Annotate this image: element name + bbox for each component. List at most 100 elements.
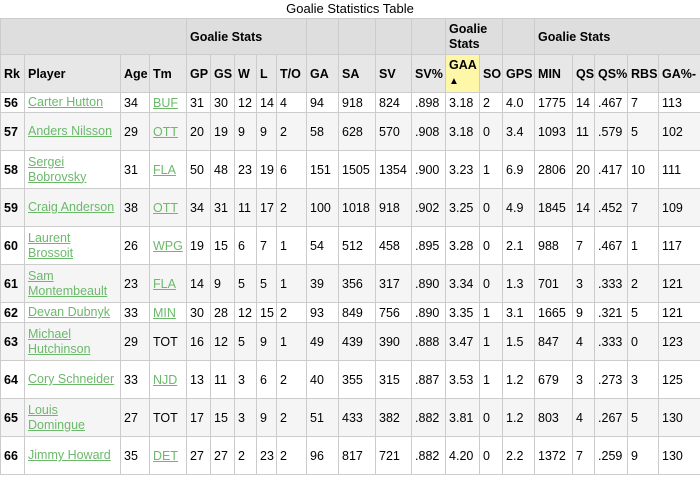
col-header-min[interactable]: MIN bbox=[534, 54, 574, 93]
team-link[interactable]: OTT bbox=[153, 124, 178, 139]
cell-ga: 93 bbox=[306, 302, 340, 323]
col-header-ga[interactable]: GA bbox=[306, 54, 340, 93]
player-link[interactable]: Jimmy Howard bbox=[28, 448, 111, 462]
cell-age: 33 bbox=[120, 360, 150, 399]
cell-gps: 4.9 bbox=[502, 188, 536, 227]
col-header-to[interactable]: T/O bbox=[275, 54, 308, 93]
table-body: 56 Carter Hutton 34 BUF 31 30 12 14 4 94 918 824.89… bbox=[0, 92, 700, 475]
cell-qsp: .452 bbox=[594, 188, 629, 227]
cell-to: 2 bbox=[275, 360, 308, 399]
table-row: 62 Devan Dubnyk 33 MIN 30 28 12 15 2 93 849 756.890… bbox=[0, 302, 700, 323]
col-header-w[interactable]: W bbox=[234, 54, 257, 93]
team-link[interactable]: DET bbox=[153, 448, 178, 463]
cell-qs: 7 bbox=[572, 226, 596, 265]
team-link[interactable]: WPG bbox=[153, 238, 183, 253]
cell-qs: 4 bbox=[572, 322, 596, 361]
cell-tm: OTT bbox=[149, 112, 187, 151]
cell-qsp: .579 bbox=[594, 112, 629, 151]
cell-gaa: 3.28 bbox=[445, 226, 481, 265]
col-header-age[interactable]: Age bbox=[120, 54, 150, 93]
cell-gp: 16 bbox=[186, 322, 211, 361]
cell-rbs: 3 bbox=[627, 360, 660, 399]
cell-player: Sergei Bobrovsky bbox=[24, 150, 121, 189]
cell-min: 1845 bbox=[534, 188, 574, 227]
cell-tm: WPG bbox=[149, 226, 187, 265]
cell-to: 1 bbox=[275, 226, 308, 265]
over-header-goalie-stats: Goalie Stats bbox=[534, 18, 700, 55]
cell-age: 29 bbox=[120, 112, 150, 151]
cell-w: 12 bbox=[234, 92, 257, 113]
col-header-tm[interactable]: Tm bbox=[149, 54, 187, 93]
cell-gs: 31 bbox=[210, 188, 235, 227]
cell-gs: 11 bbox=[210, 360, 235, 399]
col-header-sv[interactable]: SV bbox=[375, 54, 413, 93]
cell-sv: 824 bbox=[375, 92, 413, 113]
player-link[interactable]: Sergei Bobrovsky bbox=[28, 154, 87, 184]
player-link[interactable]: Devan Dubnyk bbox=[28, 305, 110, 319]
player-link[interactable]: Louis Domingue bbox=[28, 402, 85, 432]
col-header-gs[interactable]: GS bbox=[210, 54, 235, 93]
cell-gam: 111 bbox=[658, 150, 700, 189]
cell-rbs: 7 bbox=[627, 188, 660, 227]
col-header-l[interactable]: L bbox=[256, 54, 277, 93]
col-header-svp[interactable]: SV% bbox=[411, 54, 447, 93]
cell-qs: 14 bbox=[572, 92, 596, 113]
col-header-so[interactable]: SO bbox=[479, 54, 504, 93]
cell-gs: 19 bbox=[210, 112, 235, 151]
col-header-gaa-label: GAA bbox=[449, 58, 477, 72]
cell-gs: 48 bbox=[210, 150, 235, 189]
team-link[interactable]: FLA bbox=[153, 162, 176, 177]
cell-player: Anders Nilsson bbox=[24, 112, 121, 151]
cell-qs: 3 bbox=[572, 360, 596, 399]
table-row: 58 Sergei Bobrovsky 31 FLA 50 48 23 19 6 151 1505 1… bbox=[0, 150, 700, 189]
col-header-gp[interactable]: GP bbox=[186, 54, 211, 93]
team-link[interactable]: FLA bbox=[153, 276, 176, 291]
cell-min: 2806 bbox=[534, 150, 574, 189]
cell-gaa: 3.81 bbox=[445, 398, 481, 437]
col-header-rk[interactable]: Rk bbox=[0, 54, 25, 93]
player-link[interactable]: Sam Montembeault bbox=[28, 268, 108, 298]
col-header-sa[interactable]: SA bbox=[338, 54, 377, 93]
col-header-qs[interactable]: QS bbox=[572, 54, 596, 93]
player-link[interactable]: Craig Anderson bbox=[28, 200, 115, 214]
col-header-gam[interactable]: GA%- bbox=[658, 54, 700, 93]
col-header-gaa[interactable]: GAA ▲ bbox=[445, 54, 481, 93]
cell-min: 1093 bbox=[534, 112, 574, 151]
player-link[interactable]: Laurent Brossoit bbox=[28, 230, 74, 260]
cell-gam: 102 bbox=[658, 112, 700, 151]
player-link[interactable]: Carter Hutton bbox=[28, 95, 104, 109]
cell-min: 1775 bbox=[534, 92, 574, 113]
table-row: 60 Laurent Brossoit 26 WPG 19 15 6 7 1 54 512 458.8… bbox=[0, 226, 700, 265]
cell-svp: .902 bbox=[411, 188, 447, 227]
col-header-qsp[interactable]: QS% bbox=[594, 54, 629, 93]
col-header-rbs[interactable]: RBS bbox=[627, 54, 660, 93]
cell-sa: 849 bbox=[338, 302, 377, 323]
over-header-blank bbox=[338, 18, 377, 55]
team-link[interactable]: NJD bbox=[153, 372, 178, 387]
cell-age: 23 bbox=[120, 264, 150, 303]
cell-sv: 1354 bbox=[375, 150, 413, 189]
cell-gps: 6.9 bbox=[502, 150, 536, 189]
col-header-player[interactable]: Player bbox=[24, 54, 121, 93]
cell-tm: NJD bbox=[149, 360, 187, 399]
team-link[interactable]: OTT bbox=[153, 200, 178, 215]
cell-svp: .908 bbox=[411, 112, 447, 151]
cell-so: 0 bbox=[479, 398, 504, 437]
cell-l: 9 bbox=[256, 398, 277, 437]
cell-rk: 61 bbox=[0, 264, 25, 303]
player-link[interactable]: Michael Hutchinson bbox=[28, 326, 91, 356]
player-link[interactable]: Cory Schneider bbox=[28, 372, 115, 386]
cell-rk: 63 bbox=[0, 322, 25, 361]
cell-ga: 94 bbox=[306, 92, 340, 113]
team-link[interactable]: MIN bbox=[153, 305, 176, 320]
cell-age: 38 bbox=[120, 188, 150, 227]
cell-age: 26 bbox=[120, 226, 150, 265]
cell-l: 9 bbox=[256, 322, 277, 361]
team-link[interactable]: BUF bbox=[153, 95, 178, 110]
cell-qs: 14 bbox=[572, 188, 596, 227]
cell-svp: .895 bbox=[411, 226, 447, 265]
cell-gaa: 3.53 bbox=[445, 360, 481, 399]
col-header-gps[interactable]: GPS bbox=[502, 54, 536, 93]
player-link[interactable]: Anders Nilsson bbox=[28, 124, 113, 138]
cell-gaa: 3.18 bbox=[445, 92, 481, 113]
